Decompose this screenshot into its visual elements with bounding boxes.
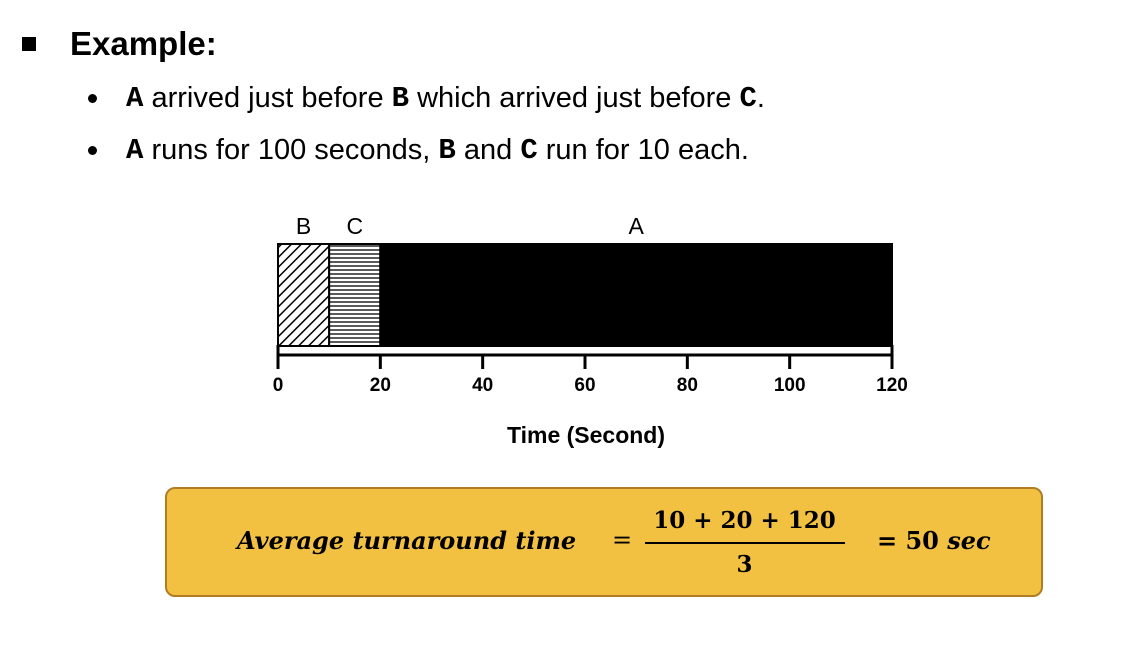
bullet-item-1: A arrived just before B which arrived ju… xyxy=(88,78,765,118)
bullet-dot-icon xyxy=(88,93,97,103)
formula-label: Average turnaround time xyxy=(237,526,577,555)
process-c-name: C xyxy=(739,81,757,115)
formula-result-value: = 50 xyxy=(877,526,948,555)
x-tick-label: 20 xyxy=(370,375,391,396)
x-tick-label: 100 xyxy=(774,375,806,396)
x-tick-label: 120 xyxy=(876,375,908,396)
x-tick-label: 80 xyxy=(677,375,698,396)
task-label-c: C xyxy=(346,213,363,239)
formula-equals: = xyxy=(612,526,633,554)
gantt-bar-b xyxy=(277,243,331,347)
formula-result-unit: sec xyxy=(947,526,991,555)
process-c-name: C xyxy=(520,133,538,167)
fraction-bar xyxy=(645,542,845,544)
process-b-name: B xyxy=(438,133,456,167)
bullet-text: which arrived just before xyxy=(409,81,740,114)
process-a-name: A xyxy=(126,81,144,115)
bullet-text: run for 10 each. xyxy=(537,133,749,166)
heading-text: Example: xyxy=(70,25,217,62)
formula-result: = 50 sec xyxy=(877,526,991,555)
bullet-text: and xyxy=(455,133,521,166)
bullet-text: runs for 100 seconds, xyxy=(143,133,439,166)
x-tick-label: 60 xyxy=(574,375,595,396)
task-label-b: B xyxy=(296,213,311,239)
x-axis-label: Time (Second) xyxy=(507,422,665,448)
gantt-bar-a xyxy=(379,243,893,347)
process-a-name: A xyxy=(126,133,144,167)
x-tick-label: 0 xyxy=(273,375,284,396)
formula-denominator: 3 xyxy=(736,551,753,578)
bullet-text: arrived just before xyxy=(143,81,392,114)
task-label-a: A xyxy=(628,213,644,239)
bullet-text: . xyxy=(756,81,765,114)
bullet-dot-icon xyxy=(88,145,97,155)
process-b-name: B xyxy=(391,81,410,115)
example-heading: Example: xyxy=(22,22,217,66)
x-tick-label: 40 xyxy=(472,375,493,396)
gantt-chart: B C A 0 20 40 60 80 100 120 Time (Second) xyxy=(273,213,908,448)
formula-numerator: 10 + 20 + 120 xyxy=(653,507,836,534)
formula-box: Average turnaround time = 10 + 20 + 120 … xyxy=(165,487,1043,597)
square-bullet-icon xyxy=(22,37,36,51)
gantt-bar-c xyxy=(328,243,382,347)
bullet-item-2: A runs for 100 seconds, B and C run for … xyxy=(88,130,749,170)
